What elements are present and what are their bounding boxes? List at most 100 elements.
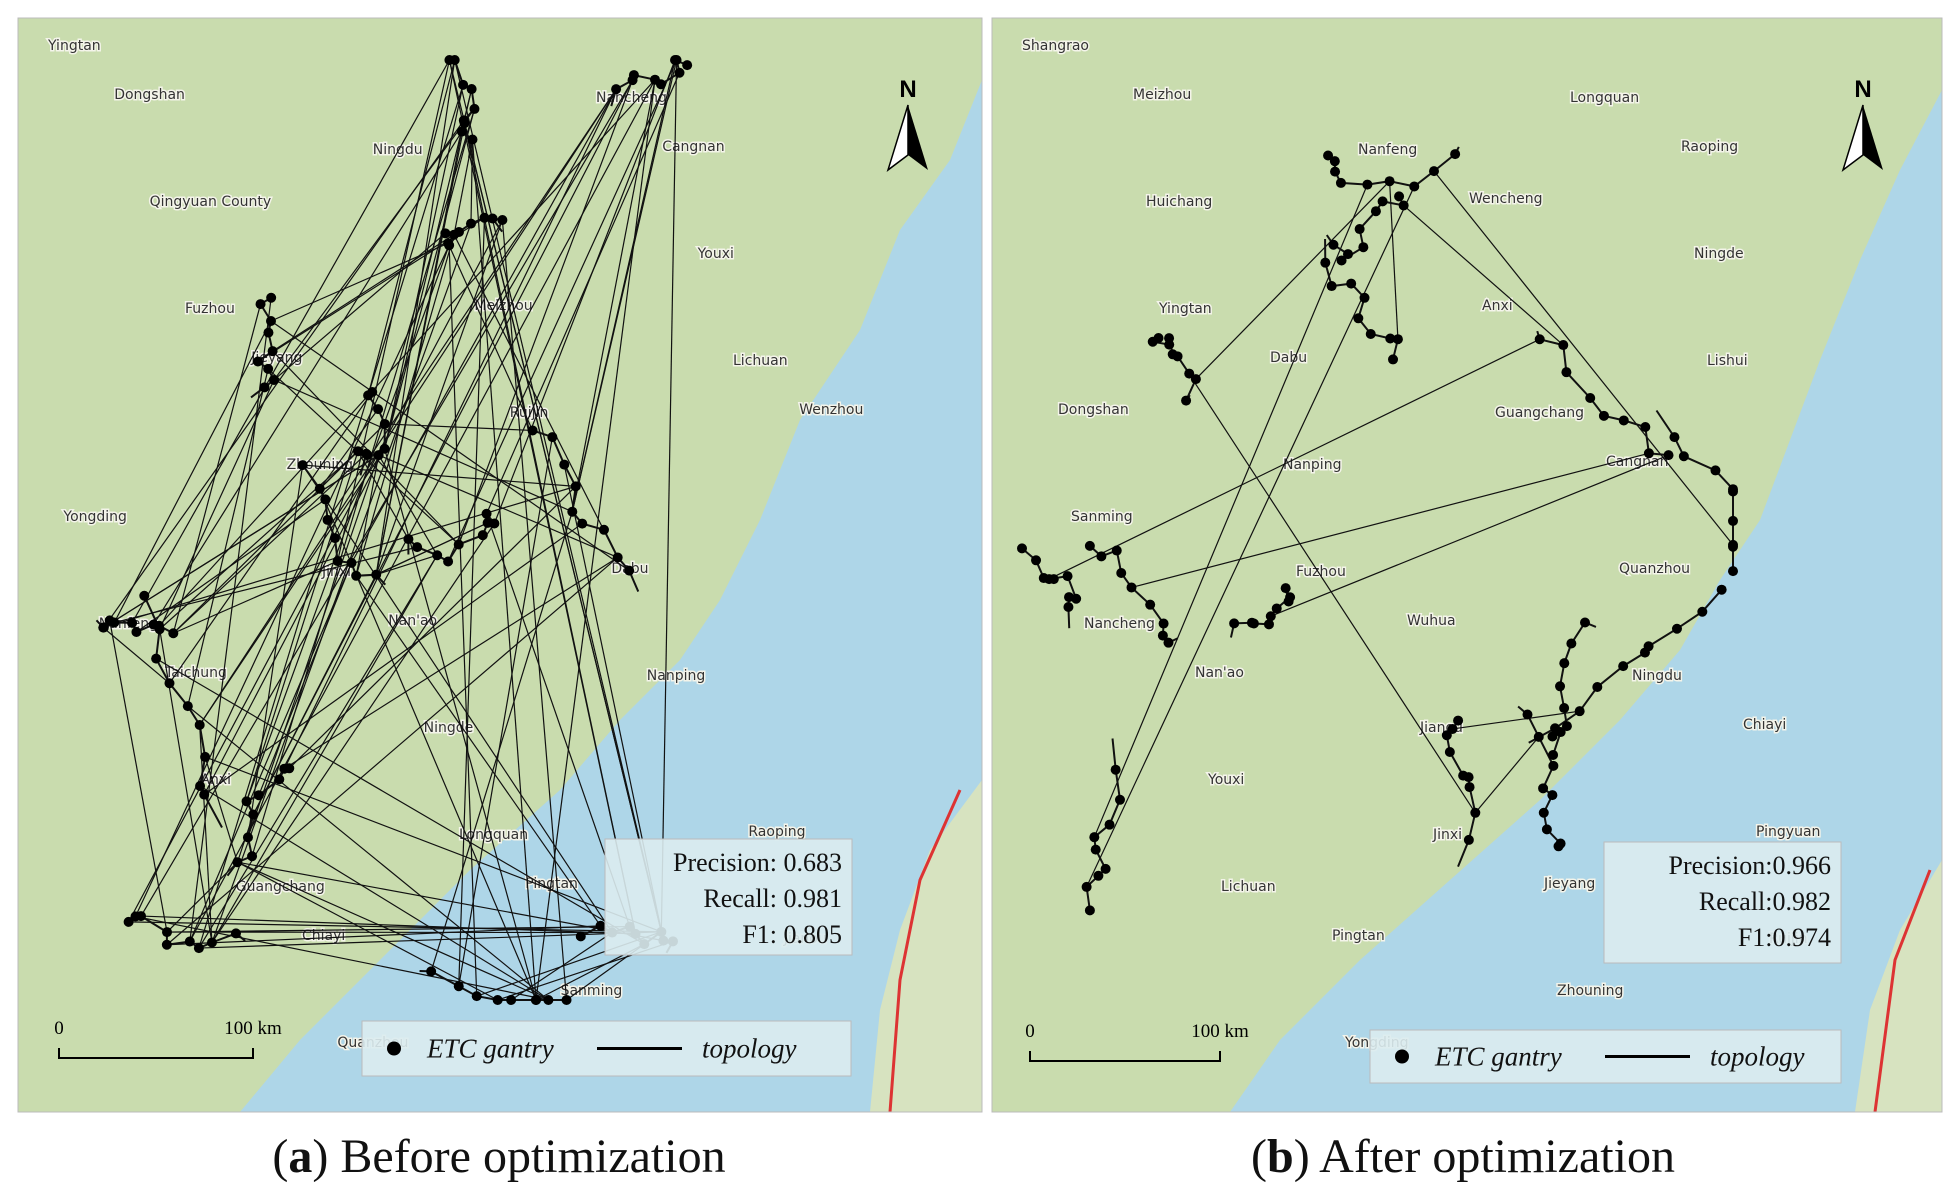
etc-gantry (1362, 179, 1373, 190)
etc-gantry (466, 84, 477, 95)
etc-gantry (1470, 807, 1481, 818)
topology-edge (375, 219, 503, 575)
etc-gantry (465, 218, 476, 229)
etc-gantry (1522, 709, 1533, 720)
topology-edge (493, 59, 676, 524)
north-label: N (1854, 76, 1871, 103)
place-label: Ningde (1694, 246, 1744, 262)
etc-gantry (123, 916, 134, 927)
etc-gantry (1062, 571, 1073, 582)
etc-gantry (426, 966, 437, 977)
place-label: Anxi (1482, 298, 1513, 314)
scale-label: 100 km (1191, 1021, 1249, 1042)
etc-gantry (263, 327, 274, 338)
topology-edge (131, 59, 450, 624)
scale-bar (58, 1048, 254, 1059)
north-arrow (1863, 105, 1883, 170)
etc-gantry (449, 229, 460, 240)
etc-gantry (1283, 596, 1294, 607)
etc-gantry (329, 533, 340, 544)
topology-edge (237, 861, 498, 1001)
etc-gantry (151, 653, 162, 664)
place-label: Lichuan (1221, 879, 1276, 895)
etc-gantry (252, 356, 263, 367)
etc-gantry (266, 292, 277, 303)
etc-gantry (655, 79, 666, 90)
etc-gantry (1561, 367, 1572, 378)
topology-edge (278, 88, 617, 780)
etc-gantry (1710, 465, 1721, 476)
etc-gantry (456, 126, 467, 137)
etc-gantry (162, 927, 173, 938)
frame (991, 17, 1943, 1113)
etc-gantry (322, 514, 333, 525)
etc-gantry (628, 70, 639, 81)
topology-edge (273, 379, 573, 513)
topology-edge (430, 970, 478, 997)
etc-gantry (1365, 328, 1376, 339)
etc-gantry (1063, 601, 1074, 612)
etc-gantry (314, 483, 325, 494)
topology-edge (1195, 180, 1391, 380)
place-label: Wencheng (1469, 191, 1542, 207)
metrics-box (1603, 841, 1842, 964)
etc-gantry (1263, 619, 1274, 630)
topology-edge (114, 546, 418, 624)
etc-gantry (1271, 603, 1282, 614)
etc-gantry (1453, 715, 1464, 726)
north-label: N (899, 76, 916, 103)
etc-gantry (1370, 206, 1381, 217)
etc-gantry (1463, 834, 1474, 845)
etc-gantry (682, 60, 693, 71)
topology-edge (199, 724, 213, 943)
etc-gantry (458, 115, 469, 126)
topology-edge (273, 108, 475, 381)
topology-edge (378, 454, 618, 558)
etc-gantry (1104, 819, 1115, 830)
etc-gantry (1428, 166, 1439, 177)
topology-edge (448, 245, 478, 997)
place-label: Dongshan (114, 87, 185, 103)
road (1327, 146, 1460, 188)
caption-part: After optimization (1319, 1130, 1675, 1183)
topology-edge (198, 554, 438, 949)
topology-edge (367, 59, 456, 396)
etc-gantry (352, 446, 363, 457)
topology-edge (128, 219, 503, 923)
etc-gantry (1541, 824, 1552, 835)
etc-gantry (1716, 584, 1727, 595)
etc-gantry (1728, 541, 1738, 552)
place-label: Guangchang (1495, 405, 1584, 421)
caption: (a) Before optimization (272, 1130, 725, 1183)
topology-edge (1388, 181, 1399, 340)
place-label: Raoping (1681, 139, 1738, 155)
topology-edge (453, 139, 474, 235)
legend-label: ETC gantry (426, 1034, 554, 1064)
etc-gantry (265, 316, 276, 327)
etc-gantry (274, 774, 285, 785)
etc-gantry (1048, 574, 1059, 585)
etc-gantry (1377, 196, 1388, 207)
etc-gantry (1114, 794, 1125, 805)
road (1085, 738, 1122, 911)
etc-gantry (1358, 242, 1369, 253)
etc-gantry (403, 534, 414, 545)
etc-gantry (1555, 727, 1566, 738)
topology-edge (384, 88, 473, 449)
topology-edge (660, 59, 678, 932)
topology-edge (199, 88, 617, 726)
etc-gantry (1447, 723, 1458, 734)
legend-label: ETC gantry (1434, 1042, 1562, 1072)
etc-gantry (1392, 334, 1403, 345)
etc-gantry (351, 570, 362, 581)
etc-gantry (1728, 486, 1738, 497)
etc-gantry (1100, 863, 1111, 874)
etc-gantry (432, 550, 443, 561)
topology-edge (211, 223, 472, 943)
topology-edge (375, 122, 466, 575)
etc-gantry (269, 374, 280, 385)
etc-gantry (371, 569, 382, 580)
etc-gantry (1329, 156, 1340, 167)
etc-gantry (479, 212, 490, 223)
topology-edge (1093, 184, 1368, 838)
